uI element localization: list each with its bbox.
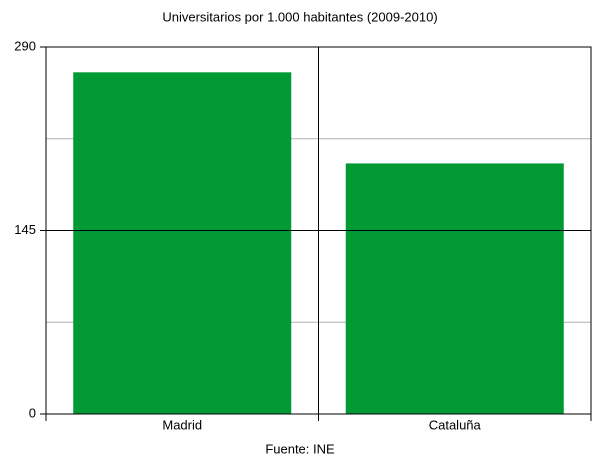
plot-border (45, 46, 592, 415)
source-note: Fuente: INE (265, 441, 335, 456)
x-tick-label: Madrid (162, 417, 202, 432)
y-tick-label: 145 (14, 222, 36, 237)
bar (345, 163, 564, 414)
chart-title: Universitarios por 1.000 habitantes (200… (162, 9, 437, 24)
y-tick-label: 0 (29, 405, 36, 420)
y-tick-label: 290 (14, 38, 36, 53)
x-tick-label: Cataluña (429, 417, 482, 432)
bar (73, 72, 292, 414)
